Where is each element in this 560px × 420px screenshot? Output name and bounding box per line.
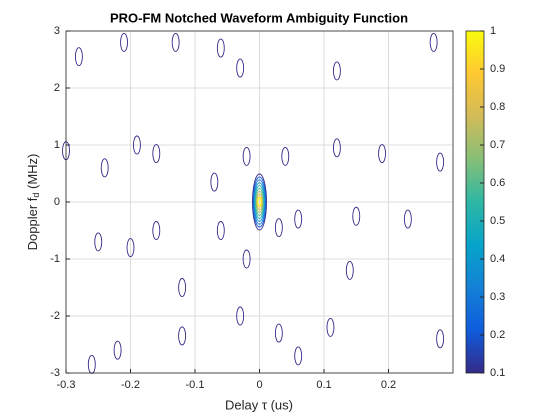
y-tick-label: 1 (54, 139, 60, 151)
contour-line (256, 190, 263, 214)
contour-line (274, 323, 283, 343)
colorbar-tick-label: 0.5 (490, 215, 505, 227)
contour-line (332, 61, 341, 81)
contour-line (332, 138, 341, 158)
colorbar-tick-label: 0.7 (490, 139, 505, 151)
contour-line (242, 249, 251, 269)
y-tick-label: -3 (50, 367, 60, 379)
contour-line (255, 187, 264, 217)
contour-line (216, 221, 225, 240)
contour-line (257, 197, 262, 207)
x-tick-label: 0.2 (381, 379, 396, 391)
y-tick-label: 0 (54, 196, 60, 208)
x-tick-label: -0.3 (57, 379, 76, 391)
contour-line (94, 232, 103, 252)
x-tick-label: -0.2 (121, 379, 140, 391)
contour-line (252, 173, 267, 231)
contour-line (378, 144, 386, 164)
contour-line (87, 355, 96, 374)
contour-line (236, 58, 245, 78)
contour-line (132, 135, 141, 155)
contour-line (352, 206, 361, 226)
contour-line (254, 185, 265, 219)
colorbar-tick-label: 0.4 (490, 253, 505, 265)
axes-box (65, 30, 454, 374)
contour-line (294, 209, 303, 229)
contour-line (178, 326, 187, 346)
y-tick-label: 2 (54, 82, 60, 94)
x-tick-label: 0 (256, 379, 262, 391)
x-tick-label: -0.1 (186, 379, 205, 391)
contour-line (436, 329, 445, 349)
chart-title: PRO-FM Notched Waveform Ambiguity Functi… (110, 10, 408, 25)
colorbar (465, 30, 485, 374)
colorbar-tick-label: 0.2 (490, 329, 505, 341)
contour-line (436, 152, 445, 172)
contour-line (254, 182, 265, 222)
contour-line (152, 221, 161, 240)
contour-line (113, 340, 122, 360)
x-tick-label: 0.1 (316, 379, 331, 391)
contour-line (236, 306, 245, 326)
contour-line (210, 172, 219, 192)
contour-line (429, 32, 438, 52)
y-axis-label-sub: d (31, 193, 41, 198)
contour-line (74, 47, 83, 67)
contour-line (178, 278, 187, 297)
colorbar-tick-label: 0.1 (490, 367, 505, 379)
contour-line (100, 158, 109, 178)
x-axis-label: Delay τ (us) (225, 397, 293, 412)
y-axis-label-main: Doppler f (25, 197, 40, 250)
contour-line (403, 209, 412, 229)
y-axis-label-unit: (MHz) (25, 154, 40, 193)
colorbar-tick-label: 0.3 (490, 291, 505, 303)
y-tick-label: -1 (50, 253, 60, 265)
contour-line (345, 260, 354, 280)
y-tick-label: 3 (54, 25, 60, 37)
colorbar-tick-label: 0.9 (490, 63, 505, 75)
y-axis-label: Doppler fd (MHz) (25, 154, 41, 251)
contour-line (120, 32, 129, 52)
contour-line (252, 176, 267, 228)
contour-line (152, 144, 161, 164)
contour-line (274, 218, 283, 238)
contour-line (281, 146, 290, 166)
colorbar-tick-label: 0.6 (490, 177, 505, 189)
contour-line (242, 146, 251, 166)
colorbar-tick-label: 0.8 (490, 101, 505, 113)
contour-line (294, 346, 303, 366)
colorbar-tick-label: 1 (490, 25, 496, 37)
contour-line (216, 38, 225, 58)
contour-line (253, 179, 266, 225)
y-tick-label: -2 (50, 310, 60, 322)
contour-line (326, 317, 335, 337)
contour-line (256, 193, 263, 211)
contour-line (126, 238, 135, 258)
contour-line (171, 32, 180, 52)
